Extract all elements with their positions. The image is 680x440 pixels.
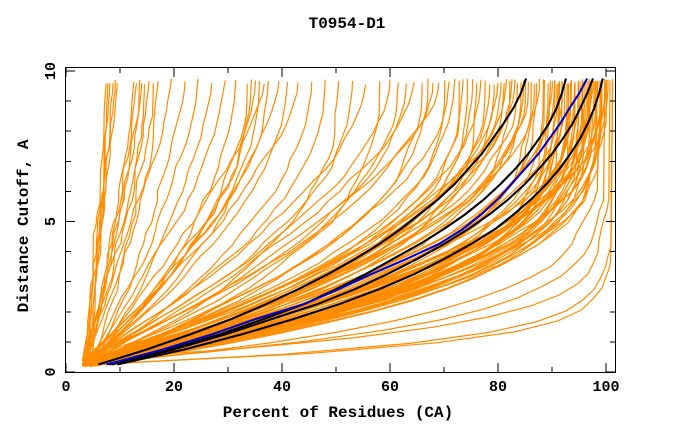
prediction-curve (83, 80, 150, 366)
best-model-curve (106, 78, 589, 366)
prediction-curve (82, 82, 399, 367)
prediction-curve (82, 80, 269, 366)
x-tick-label: 0 (61, 379, 70, 396)
y-tick-label: 10 (43, 62, 60, 80)
prediction-curve (85, 78, 456, 362)
prediction-curve-low-tail (87, 80, 611, 360)
y-tick-label: 0 (43, 367, 60, 376)
prediction-curve (93, 79, 464, 364)
tick-labels-layer: 0 20 40 60 80 100 0 5 10 (43, 62, 620, 396)
prediction-curve (85, 81, 159, 362)
prediction-curve (96, 83, 213, 367)
prediction-curve (87, 78, 199, 364)
prediction-curve (88, 80, 256, 363)
prediction-curve (81, 83, 478, 366)
prediction-curve (96, 81, 186, 364)
prediction-curve (85, 81, 340, 366)
prediction-curve (95, 81, 381, 366)
x-tick-label: 100 (592, 379, 619, 396)
prediction-curve (83, 78, 172, 361)
prediction-curve (85, 80, 261, 363)
prediction-curve (86, 83, 138, 362)
prediction-curve (89, 79, 603, 368)
prediction-curve (89, 82, 313, 366)
prediction-curve (84, 79, 252, 360)
prediction-curve (92, 81, 595, 363)
prediction-curve (91, 83, 154, 367)
prediction-curve (82, 79, 391, 361)
x-tick-label: 40 (273, 379, 291, 396)
x-axis-title: Percent of Residues (CA) (223, 404, 453, 422)
prediction-curves-layer (81, 78, 614, 368)
prediction-curve (83, 82, 299, 360)
prediction-curve (82, 78, 540, 364)
highlighted-model-curve (117, 78, 604, 366)
x-tick-label: 60 (381, 379, 399, 396)
x-tick-label: 20 (165, 379, 183, 396)
prediction-curve (86, 83, 118, 360)
prediction-curve (82, 82, 440, 365)
chart-title: T0954-D1 (309, 15, 386, 33)
prediction-curve (86, 82, 415, 365)
prediction-curve (90, 84, 591, 363)
prediction-curve (82, 83, 602, 361)
highlighted-curves-layer (98, 78, 604, 366)
axis-ticks (65, 68, 615, 373)
prediction-curve (86, 83, 265, 363)
prediction-curve (93, 80, 598, 366)
prediction-curve-low-tail (87, 80, 601, 366)
prediction-curve (83, 83, 107, 365)
prediction-curve (82, 82, 289, 366)
axes-layer (65, 67, 616, 373)
prediction-curve-low-tail (82, 80, 606, 364)
highlighted-model-curve (98, 78, 528, 366)
prediction-curve (90, 82, 502, 361)
prediction-curve (88, 80, 226, 363)
y-axis-title: Distance Cutoff, A (15, 139, 33, 312)
plot-border (65, 67, 616, 373)
y-tick-label: 5 (43, 217, 60, 226)
highlighted-model-curve (108, 78, 568, 366)
prediction-curve (86, 81, 450, 366)
prediction-curve (83, 84, 367, 362)
prediction-curve (82, 80, 525, 365)
x-tick-label: 80 (489, 379, 507, 396)
highlighted-model-curve (111, 78, 594, 366)
prediction-curve (85, 79, 116, 361)
